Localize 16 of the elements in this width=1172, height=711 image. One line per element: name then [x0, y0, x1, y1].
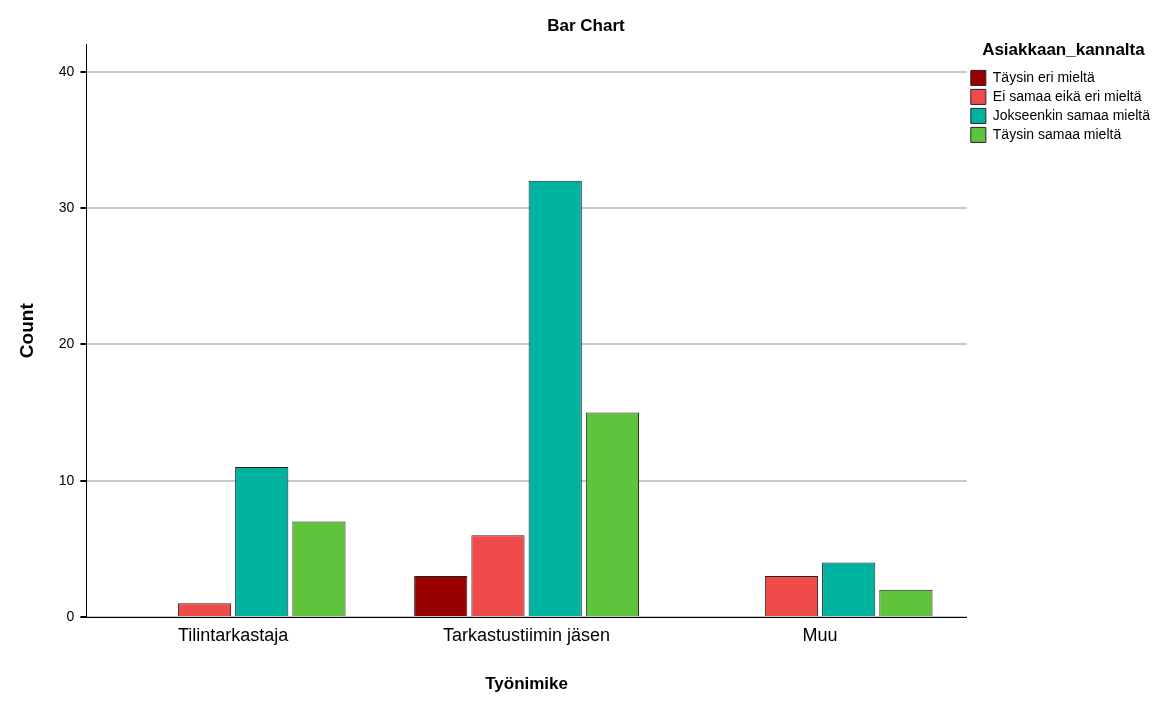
y-tick-label: 40: [58, 62, 75, 79]
legend-label: Täysin eri mieltä: [992, 68, 1095, 85]
x-tick-label: Tarkastustiimin jäsen: [443, 624, 611, 645]
x-tick-label: Tilintarkastaja: [177, 624, 290, 645]
y-tick-label: 20: [58, 335, 75, 352]
chart-title: Bar Chart: [547, 15, 626, 35]
legend-label: Täysin samaa mieltä: [992, 125, 1122, 142]
legend-title: Asiakkaan_kannalta: [982, 40, 1146, 60]
legend-label: Ei samaa eikä eri mieltä: [992, 87, 1142, 104]
y-tick-label: 0: [66, 607, 75, 624]
y-axis-title: Count: [15, 302, 37, 359]
y-tick-label: 10: [58, 471, 75, 488]
x-axis-title: Työnimike: [485, 674, 569, 694]
x-tick-label: Muu: [802, 624, 838, 645]
y-tick-label: 30: [58, 198, 75, 215]
legend-label: Jokseenkin samaa mieltä: [992, 106, 1151, 123]
